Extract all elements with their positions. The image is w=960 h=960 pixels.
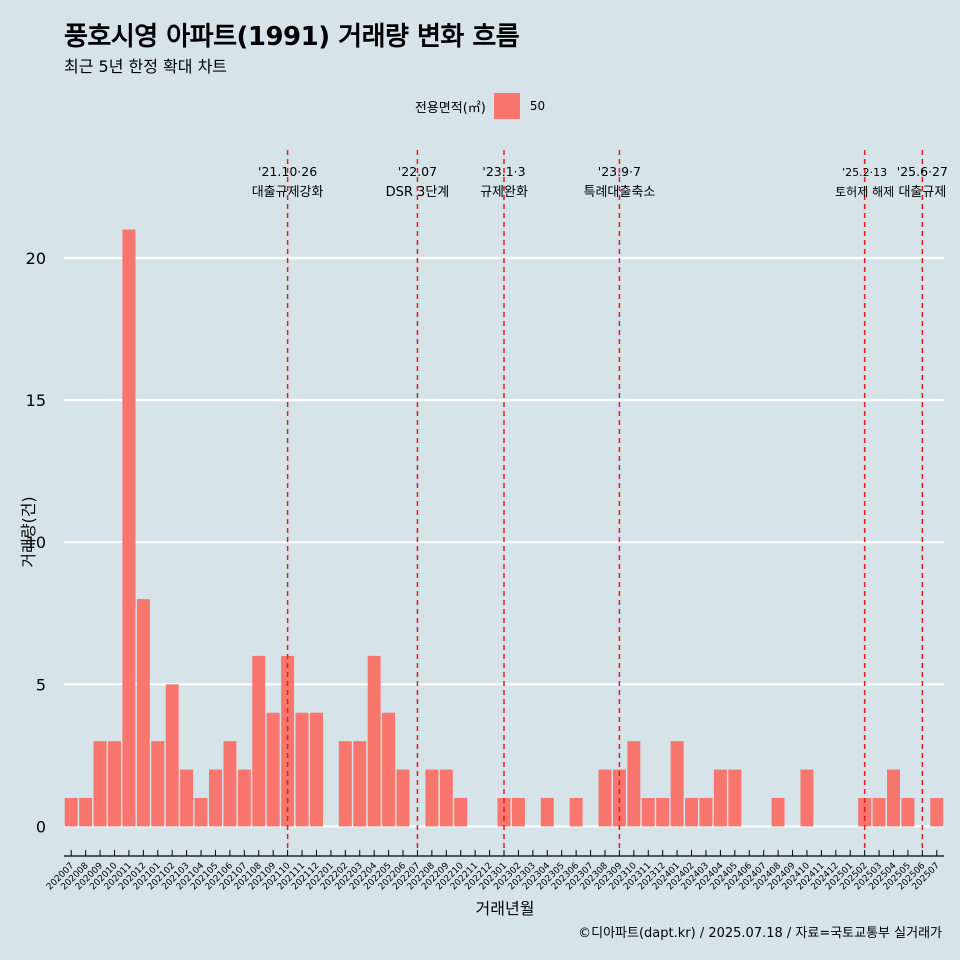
bar-202102 <box>165 684 179 827</box>
x-axis: 2020072020082020092020102020112020122021… <box>45 850 944 892</box>
y-axis: 0 5 10 15 20 <box>26 249 46 836</box>
y-tick-label: 0 <box>36 817 46 836</box>
annotation-lines <box>286 150 924 852</box>
annotation-label: 토허제 해제 <box>835 185 894 199</box>
bar-202108 <box>252 655 266 827</box>
bar-202104 <box>194 798 208 827</box>
bar-202403 <box>699 798 713 827</box>
bar-202105 <box>208 769 222 827</box>
y-tick-label: 20 <box>26 249 46 268</box>
y-tick-label: 15 <box>26 391 46 410</box>
legend-title: 전용면적(㎡) <box>414 100 486 116</box>
bar-202007 <box>64 798 78 827</box>
bar-202502 <box>858 798 872 827</box>
legend-item-label: 50 <box>529 99 546 113</box>
bar-202503 <box>872 798 886 827</box>
bar-202507 <box>930 798 944 827</box>
bar-202208 <box>425 769 439 827</box>
bar-202408 <box>771 798 785 827</box>
annotation-date: '22.07 <box>398 164 437 179</box>
bar-202110 <box>281 655 295 827</box>
bar-202401 <box>670 741 684 827</box>
bar-202402 <box>685 798 699 827</box>
annotation-date: '21.10·26 <box>258 164 317 179</box>
bar-202109 <box>266 712 280 827</box>
annotation-date: '25.2·13 <box>842 166 887 179</box>
annotation-date: '25.6·27 <box>897 164 948 179</box>
annotation-date: '23.9·7 <box>598 164 641 179</box>
chart-title: 풍호시영 아파트(1991) 거래량 변화 흐름 <box>64 22 520 52</box>
chart-subtitle: 최근 5년 한정 확대 차트 <box>64 57 228 76</box>
annotation-label: 규제완화 <box>480 185 528 200</box>
bar-202302 <box>511 798 525 827</box>
bar-202112 <box>309 712 323 827</box>
bar-202210 <box>454 798 468 827</box>
bar-202205 <box>382 712 396 827</box>
annotation-label: 대출규제강화 <box>252 185 324 200</box>
legend-key-swatch <box>493 93 520 119</box>
annotation-label: 대출규제 <box>898 185 946 200</box>
y-tick-label: 5 <box>36 675 46 694</box>
bar-202304 <box>540 798 554 827</box>
bar-202008 <box>79 798 93 827</box>
annotation-label: 특례대출축소 <box>584 185 656 200</box>
bar-202311 <box>641 798 655 827</box>
bar-202505 <box>901 798 915 827</box>
bar-202204 <box>367 655 381 827</box>
bar-202504 <box>887 769 900 827</box>
bar-202011 <box>122 229 136 827</box>
bar-202308 <box>598 769 612 827</box>
bar-202106 <box>223 741 237 827</box>
bar-202410 <box>800 769 814 827</box>
bar-202405 <box>728 769 742 827</box>
bar-202101 <box>151 741 165 827</box>
annotation-labels: '21.10·26 대출규제강화 '22.07 DSR 3단계 '23.1·3 규제완화 '… <box>252 164 948 200</box>
bar-202010 <box>108 741 121 827</box>
bar-202012 <box>136 599 150 827</box>
legend: 전용면적(㎡) 50 <box>0 93 960 119</box>
y-tick-label: 10 <box>26 533 46 552</box>
bar-202312 <box>656 798 670 827</box>
bar-202404 <box>713 769 727 827</box>
bars <box>64 229 944 827</box>
source-caption: ©디아파트(dapt.kr) / 2025.07.18 / 자료=국토교통부 실… <box>578 926 942 941</box>
bar-202111 <box>295 712 309 827</box>
bar-202306 <box>569 798 583 827</box>
bar-202009 <box>93 741 107 827</box>
y-axis-title: 거래량(건) <box>19 496 38 567</box>
bar-202202 <box>338 741 352 827</box>
bar-202209 <box>439 769 453 827</box>
bar-202107 <box>237 769 251 827</box>
bar-202310 <box>627 741 641 827</box>
bar-202301 <box>497 798 511 827</box>
x-axis-title: 거래년월 <box>476 899 535 918</box>
bar-202103 <box>180 769 194 827</box>
annotation-label: DSR 3단계 <box>386 185 450 200</box>
annotation-date: '23.1·3 <box>482 164 525 179</box>
bar-202206 <box>396 769 410 827</box>
bar-202203 <box>353 741 367 827</box>
